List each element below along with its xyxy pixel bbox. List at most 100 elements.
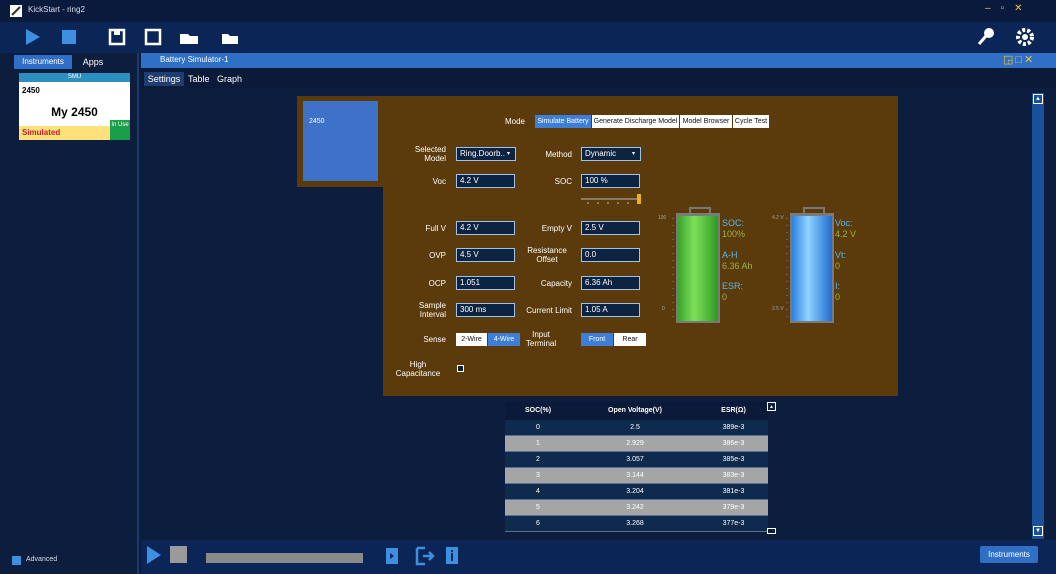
table-cell: 6 (536, 520, 540, 527)
app-icon (10, 5, 22, 17)
toolbar (0, 22, 1056, 53)
graphic (144, 28, 162, 46)
soc-scale-min: 0 (662, 306, 665, 312)
advanced-label: Advanced (26, 556, 58, 563)
scroll-down[interactable]: ▼ (1033, 526, 1043, 536)
table-row[interactable] (505, 436, 768, 452)
table-row[interactable] (505, 452, 768, 468)
card-name: My 2450 (51, 105, 98, 119)
field-label: Voc (432, 176, 446, 186)
table-row[interactable] (505, 484, 768, 500)
high-capacitance-checkbox[interactable] (457, 365, 464, 372)
instrument-tile[interactable] (303, 101, 378, 181)
table-cell: 5 (536, 504, 540, 511)
tab-graph[interactable]: Graph (217, 74, 243, 84)
voltage-battery (786, 207, 834, 323)
table-cell: 385e-3 (722, 456, 745, 463)
table-cell: 379e-3 (722, 504, 745, 511)
mode-button[interactable]: Simulate Battery (535, 115, 591, 128)
graphic (390, 553, 394, 559)
table-cell: 3.057 (626, 456, 644, 463)
field-label: Capacity (540, 278, 572, 288)
input-box[interactable]: 1.05 A (581, 303, 640, 317)
graphic (678, 216, 718, 321)
card-model: 2450 (22, 86, 40, 95)
gauge-label: I: (835, 281, 841, 291)
voltage-scale-min: 2.5 V (772, 306, 784, 312)
dropdown[interactable]: Dynamic (581, 147, 641, 161)
table-cell: 3.204 (626, 488, 644, 495)
input-box[interactable]: 1.051 (456, 276, 515, 290)
sense-2wire[interactable]: 2-Wire (456, 333, 487, 346)
input-box[interactable]: 2.5 V (581, 221, 640, 235)
tab-table[interactable]: Table (188, 74, 210, 84)
tab-instruments[interactable]: Instruments (14, 55, 72, 69)
voltage-scale-max: 4.2 V (772, 215, 784, 221)
input-box[interactable]: 4.5 V (456, 248, 515, 262)
table-cell: 3.144 (626, 472, 644, 479)
instruments-button[interactable]: Instruments (980, 546, 1038, 563)
input-box[interactable]: 300 ms (456, 303, 515, 317)
soc-slider[interactable] (578, 192, 644, 206)
bottom-controls (147, 546, 458, 566)
field-label: Full V (425, 223, 446, 233)
settings-icons (977, 28, 1034, 46)
scrollbar[interactable] (1032, 93, 1044, 539)
tab-settings[interactable]: Settings (144, 72, 184, 86)
gauge-label: Voc: (835, 218, 853, 228)
table-cell: 389e-3 (722, 424, 745, 431)
graphic (26, 29, 40, 45)
table-row[interactable] (505, 516, 768, 532)
graphic (114, 30, 120, 35)
instrument-tile-label: 2450 (309, 118, 325, 125)
graphic (62, 30, 76, 44)
input-box[interactable]: 0.0 (581, 248, 640, 262)
field-label: Resistance Offset (527, 246, 567, 264)
advanced-toggle[interactable] (12, 556, 21, 565)
gauge-label: SOC: (722, 218, 745, 228)
dropdown[interactable]: Ring.Doorb.. (456, 147, 516, 161)
document-controls: ◲□✕ (1003, 54, 1036, 66)
graphic (792, 216, 832, 321)
graphic (451, 550, 453, 552)
sense-label: Sense (423, 334, 446, 344)
mode-button[interactable]: Model Browser (680, 115, 732, 128)
input-box[interactable]: 4.2 V (456, 174, 515, 188)
tab-apps[interactable]: Apps (82, 57, 104, 67)
document-tab-bar (141, 68, 1056, 88)
graphic (222, 34, 238, 44)
mode-label: Mode (504, 117, 525, 126)
table-row[interactable] (505, 420, 768, 436)
terminal-rear[interactable]: Rear (614, 333, 646, 346)
graphic (637, 194, 641, 204)
card-state: In Use (110, 120, 130, 140)
table-cell: 383e-3 (722, 472, 745, 479)
table-row[interactable] (505, 468, 768, 484)
table-cell: 2.5 (630, 424, 640, 431)
table-cell: 381e-3 (722, 488, 745, 495)
graphic (451, 553, 453, 561)
field-label: Current Limit (526, 305, 572, 315)
gauge-value: 6.36 Ah (722, 261, 753, 271)
table-row[interactable] (505, 500, 768, 516)
mode-button[interactable]: Generate Discharge Model (592, 115, 679, 128)
input-box[interactable]: 4.2 V (456, 221, 515, 235)
mode-button[interactable]: Cycle Test (733, 115, 769, 128)
table-scroll-down[interactable] (767, 528, 776, 534)
graphic (1022, 34, 1028, 40)
terminal-front[interactable]: Front (581, 333, 613, 346)
table-cell: 0 (536, 424, 540, 431)
table-scroll-up[interactable]: ▲ (767, 402, 776, 411)
graphic (147, 546, 161, 564)
input-box[interactable]: 6.36 Ah (581, 276, 640, 290)
scroll-up[interactable]: ▲ (1033, 94, 1043, 104)
table-cell: 2.929 (626, 440, 644, 447)
table-cell: 3 (536, 472, 540, 479)
document-header (141, 53, 1056, 68)
simulator-panel-top (297, 96, 898, 187)
field-label: Empty V (541, 223, 572, 233)
sense-4wire[interactable]: 4-Wire (488, 333, 520, 346)
input-box[interactable]: 100 % (581, 174, 640, 188)
graphic (977, 35, 988, 45)
